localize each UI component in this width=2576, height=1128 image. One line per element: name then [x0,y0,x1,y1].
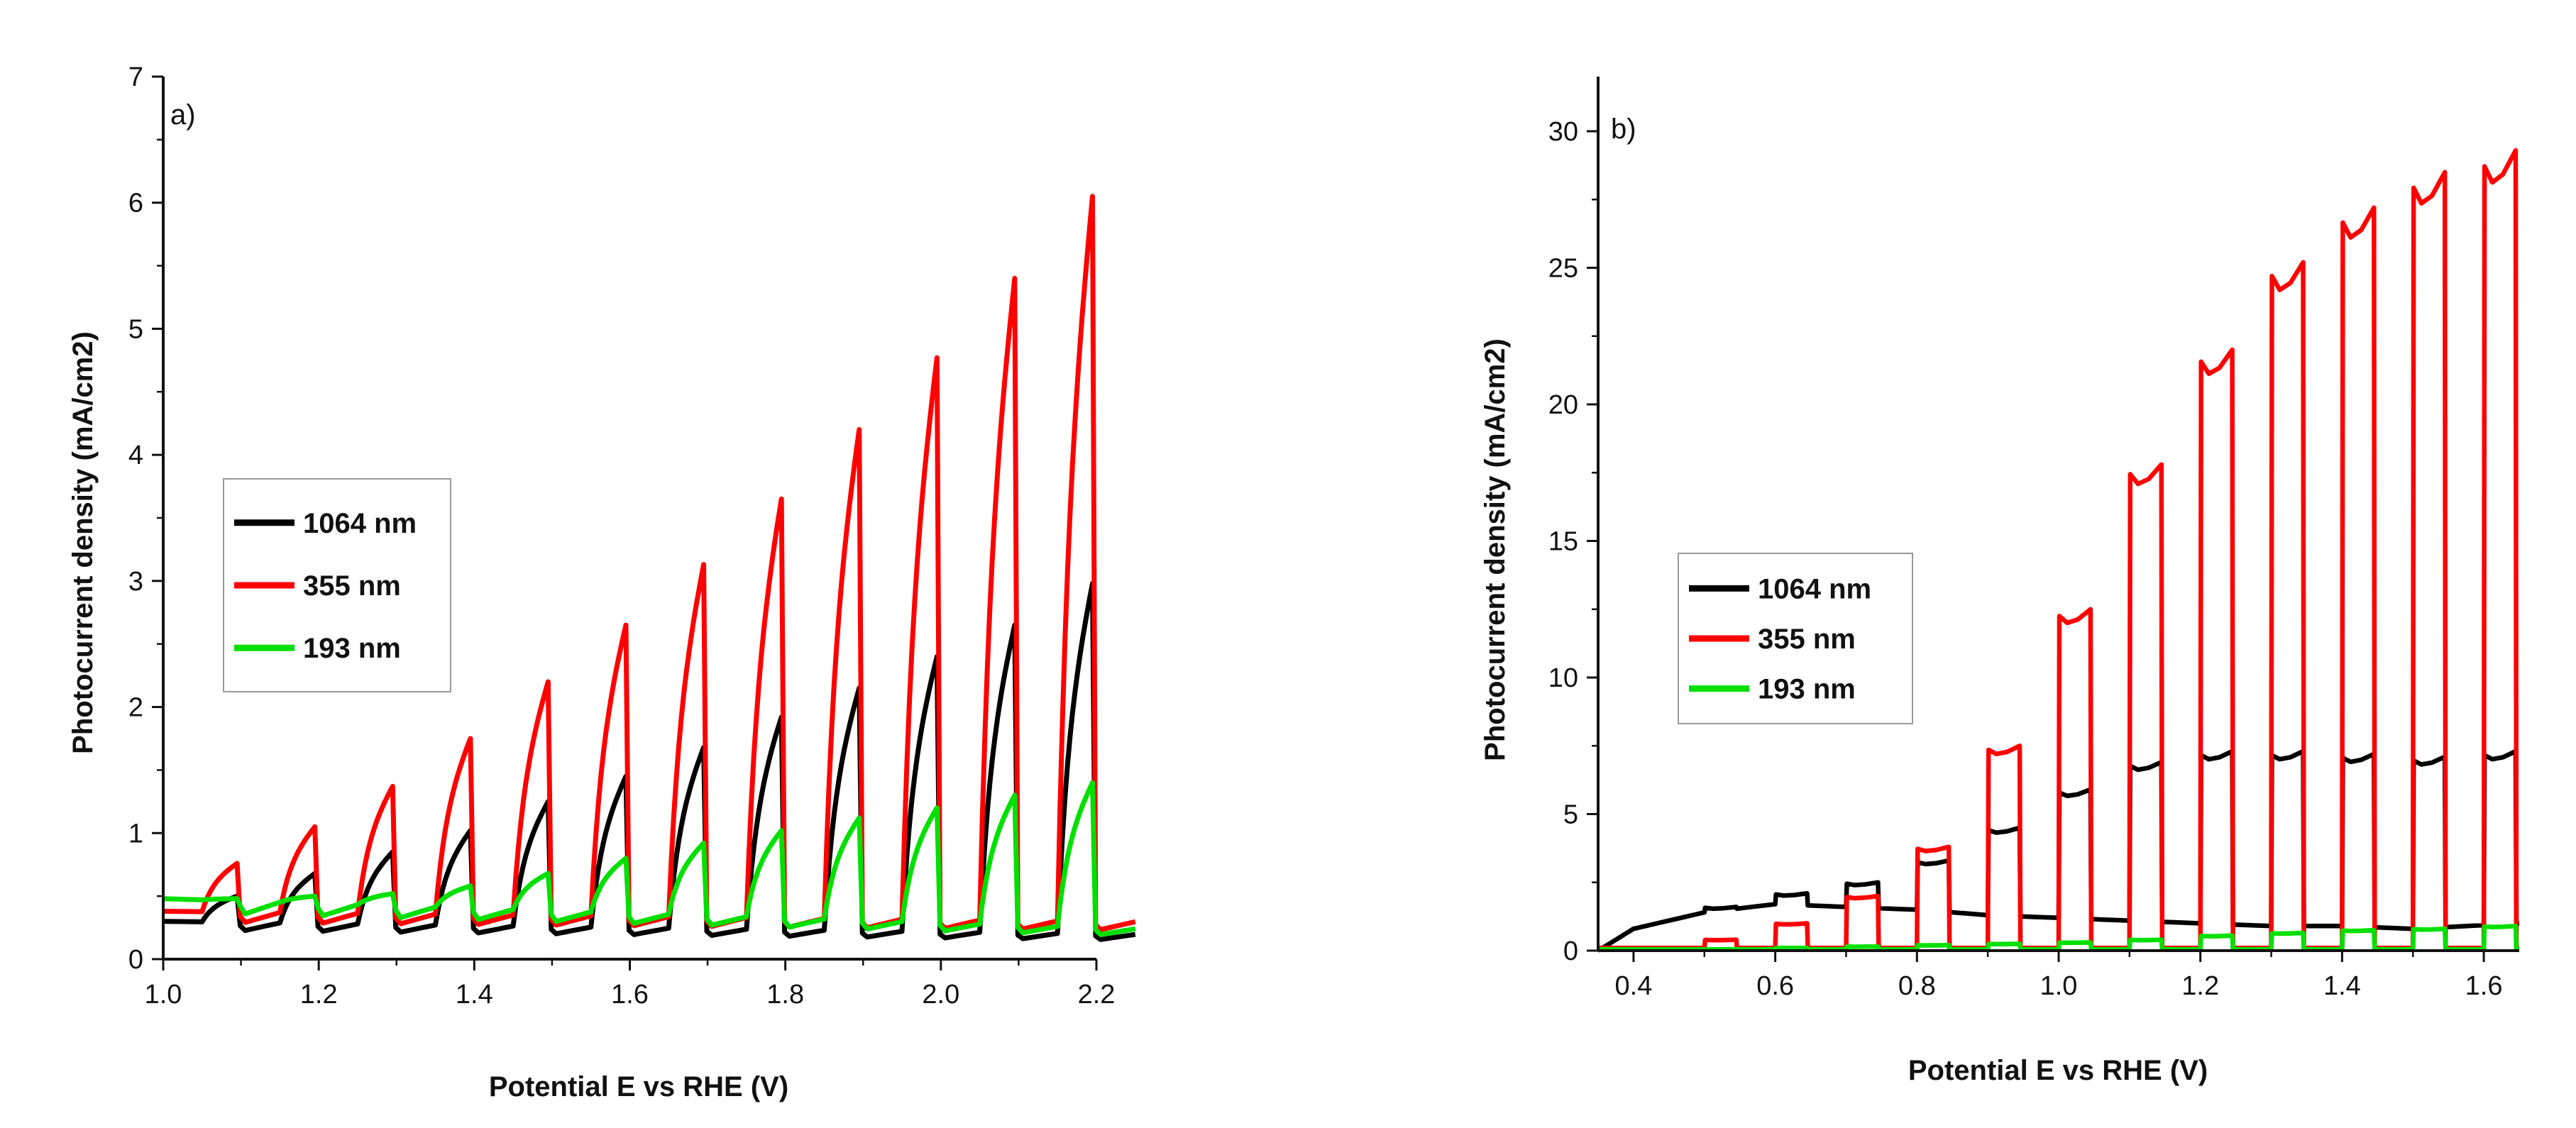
y-tick-label: 2 [128,693,143,723]
chart-panel-a: 1.0 1.2 1.4 1.6 1.8 2.0 2.2 0 1 2 3 4 5 6 7 a) Potent… [67,62,1136,1102]
legend-label: 193 nm [1758,674,1856,705]
chart-panel-b: 0.4 0.6 0.8 1.0 1.2 1.4 1.6 0 5 10 15 20 25 30 b) Po… [1480,77,2520,1086]
legend-label: 1064 nm [303,508,417,539]
series-line-1064-nm [163,580,1136,942]
legend-label: 355 nm [303,570,401,602]
x-tick-label: 1.2 [300,980,338,1010]
y-tick-label: 20 [1548,390,1578,420]
x-tick-label: 0.8 [1898,971,1936,1001]
x-tick-label: 2.0 [922,980,959,1010]
x-tick-label: 1.8 [766,980,804,1010]
x-tick-label: 1.0 [2040,971,2078,1001]
y-tick-label: 7 [128,62,143,92]
legend-label: 193 nm [303,633,401,664]
x-ticks-b: 0.4 0.6 0.8 1.0 1.2 1.4 1.6 [1615,951,2503,1001]
y-ticks-a: 0 1 2 3 4 5 6 7 [128,62,163,975]
y-tick-label: 3 [128,567,143,597]
y-tick-label: 4 [128,441,143,470]
x-tick-label: 1.4 [2323,971,2361,1001]
series-layer-a [163,194,1136,942]
y-axis-title-b: Photocurrent density (mA/cm2) [1480,338,1511,761]
series-line-193-nm [163,780,1136,937]
y-tick-label: 30 [1548,117,1578,147]
legend-label: 355 nm [1758,624,1856,655]
x-tick-label: 1.4 [456,980,493,1010]
x-axis-title-a: Potential E vs RHE (V) [489,1071,788,1102]
x-tick-label: 1.6 [2465,971,2503,1001]
panel-label-a: a) [170,99,196,131]
y-tick-label: 25 [1548,254,1578,284]
y-tick-label: 0 [1563,936,1578,966]
y-tick-label: 5 [1563,800,1578,830]
y-tick-label: 0 [128,945,143,975]
x-tick-label: 2.2 [1078,980,1116,1010]
y-axis-title-text-b: Photocurrent density (mA/cm2) [1480,338,1511,761]
y-ticks-b: 0 5 10 15 20 25 30 [1548,117,1598,966]
x-axis-title-b: Potential E vs RHE (V) [1908,1055,2208,1086]
y-tick-label: 6 [128,189,143,219]
y-tick-label: 15 [1548,527,1578,557]
panel-label-b: b) [1611,114,1636,145]
legend-a: 1064 nm 355 nm 193 nm [223,478,451,692]
x-tick-label: 1.2 [2181,971,2219,1001]
y-tick-label: 10 [1548,663,1578,693]
y-tick-label: 5 [128,314,143,344]
x-tick-label: 1.0 [145,980,182,1010]
y-axis-title-a: Photocurrent density (mA/cm2) [67,331,99,754]
legend-label: 1064 nm [1758,573,1871,604]
y-tick-label: 1 [128,819,143,848]
x-tick-label: 1.6 [611,980,649,1010]
y-axis-title-text-a: Photocurrent density (mA/cm2) [67,331,99,754]
x-tick-label: 0.6 [1756,971,1794,1001]
x-ticks-a: 1.0 1.2 1.4 1.6 1.8 2.0 2.2 [145,959,1116,1010]
legend-b: 1064 nm 355 nm 193 nm [1678,553,1913,724]
x-tick-label: 0.4 [1615,971,1653,1001]
